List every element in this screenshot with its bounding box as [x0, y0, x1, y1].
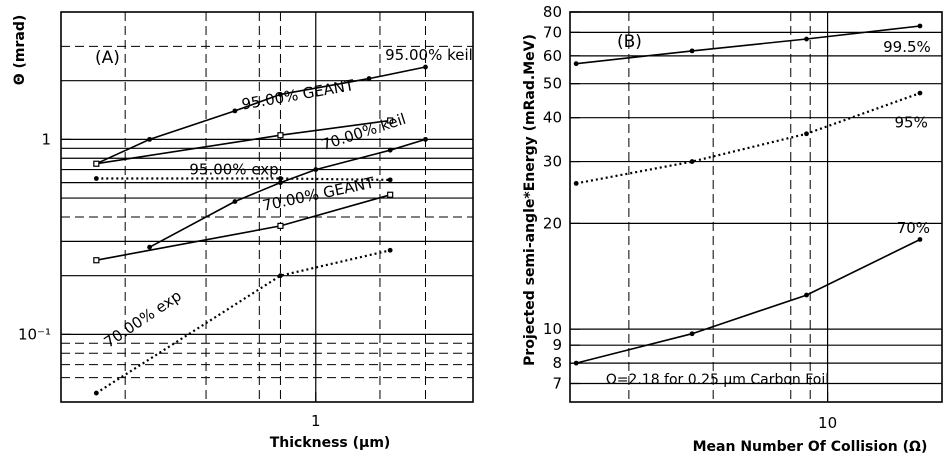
panel-b-y-tick-label: 9 [552, 336, 562, 354]
panel-a-data-point [232, 108, 238, 114]
panel-a-data-point [93, 176, 99, 181]
panel-b-series-label-99-5: 99.5% [883, 38, 931, 56]
panel-a-series-70-00-exp [93, 247, 393, 396]
panel-b-data-point [804, 36, 809, 42]
panel-b-label: (B) [617, 32, 642, 52]
panel-b-grid [570, 11, 942, 402]
panel-a-series-label-70-00-keil: 70.00% keil [319, 110, 408, 154]
panel-b-data-point [573, 180, 579, 186]
panel-a-label: (A) [95, 48, 120, 68]
panel-a-series-label-95-00-keil: 95.00% keil [385, 46, 473, 64]
panel-a-series-line-95-00-keil [95, 66, 426, 165]
panel-b-y-tick-label: 50 [543, 75, 562, 93]
panel-a-data-point [278, 176, 283, 181]
panel-a-x-axis-label: Thickness (μm) [270, 435, 391, 451]
panel-b-y-tick-label: 8 [552, 354, 562, 372]
panel-a-y-tick-label: 10⁻¹ [18, 325, 51, 343]
panel-a-series-95-00-exp [93, 176, 393, 183]
panel-a-data-point [93, 257, 100, 264]
panel-b-data-point [689, 331, 695, 337]
panel-a-ticks [61, 138, 317, 402]
panel-b-series-line-99-5 [576, 25, 921, 65]
panel-b-y-tick-label: 30 [543, 153, 562, 171]
panel-a-data-point [93, 160, 100, 167]
panel-b-plot-frame [569, 11, 943, 403]
panel-a-data-point [387, 177, 393, 183]
panel-a-data-point [387, 191, 394, 198]
panel-a-series [93, 64, 428, 396]
panel-a-data-point [277, 132, 284, 139]
panel-a-data-point [147, 244, 152, 250]
panel-b-data-point [689, 48, 695, 54]
panel-b-y-tick-label: 10 [543, 320, 562, 338]
panel-a-data-point [387, 117, 394, 124]
panel-b-x-axis-label: Mean Number Of Collision (Ω) [693, 439, 928, 455]
panel-a-data-point [93, 390, 99, 396]
panel-b-series-label-95: 95% [895, 114, 928, 132]
panel-a-series-label-70-00-exp: 70.00% exp [101, 287, 185, 352]
panel-a-tick-labels: 1 10⁻¹ 1 [18, 130, 321, 430]
panel-b-data-point [804, 292, 809, 298]
panel-a-series-label-95-00-geant: 95.00% GEANT [240, 76, 356, 114]
panel-a-y-axis-label: Θ (mrad) [12, 15, 28, 86]
panel-b-data-point [573, 61, 579, 67]
panel-b-y-tick-label: 7 [552, 374, 562, 392]
panel-b-y-tick-label: 40 [543, 109, 562, 127]
panel-a-data-point [313, 167, 319, 172]
panel-a-data-point [278, 92, 283, 97]
panel-a-series-95-00-geant [93, 117, 394, 167]
panel-b-y-axis-label: Projected semi-angle*Energy (mRad.MeV) [522, 34, 538, 366]
panel-b-data-point [804, 131, 809, 137]
panel-b-ticks [570, 11, 829, 402]
panel-b-x-tick-label: 10 [818, 414, 837, 432]
panel-a-x-tick-label: 1 [311, 412, 321, 430]
panel-a-data-point [277, 222, 284, 229]
panel-a-data-point [387, 147, 393, 153]
panel-b-y-tick-label: 70 [543, 23, 562, 41]
panel-b-series-95 [573, 90, 923, 186]
panel-b-annotation: Ω=2.18 for 0.25 μm Carbon Foil [606, 372, 829, 388]
panel-a-plot-frame [60, 11, 474, 403]
panel-a-series-70-00-keil [147, 136, 428, 250]
panel-a-data-point [366, 76, 372, 81]
panel-b-series [573, 23, 923, 366]
panel-a-series-70-00-geant [93, 191, 394, 264]
panel-b-series-99-5 [573, 23, 923, 67]
panel-a-data-point [387, 247, 393, 253]
panel-b-y-tick-label: 80 [543, 3, 562, 21]
panel-b-data-point [689, 159, 695, 164]
panel-b-data-point [917, 23, 923, 29]
panel-a-grid [61, 12, 473, 402]
panel-b-series-labels: 99.5% 95% 70% [883, 38, 931, 237]
panel-a-data-point [423, 64, 428, 70]
panel-a-series-line-70-00-keil [149, 138, 426, 248]
panel-b-series-line-95 [575, 92, 921, 185]
panel-b-data-point [573, 360, 579, 366]
panel-a-data-point [278, 273, 283, 279]
panel-a-series-line-95-00-exp [96, 177, 391, 181]
panel-a-data-point [278, 180, 283, 186]
panel-a-data-point [423, 136, 428, 142]
panel-b-y-tick-label: 60 [543, 47, 562, 65]
panel-b-y-tick-label: 20 [543, 214, 562, 232]
panel-b-series-label-70: 70% [897, 219, 930, 237]
panel-b-series-70 [573, 237, 923, 366]
panel-a-series-line-70-00-geant [96, 194, 391, 261]
panel-a-data-point [232, 199, 238, 204]
panel-a-y-tick-label: 1 [41, 130, 51, 148]
panel-b-series-line-70 [576, 238, 921, 364]
panel-a-series-95-00-keil [93, 64, 428, 167]
panel-a-series-label-95-00-exp: 95.00% exp [189, 161, 278, 179]
panel-b-data-point [917, 90, 923, 96]
panel-b-data-point [917, 237, 923, 242]
panel-a-data-point [147, 136, 152, 142]
